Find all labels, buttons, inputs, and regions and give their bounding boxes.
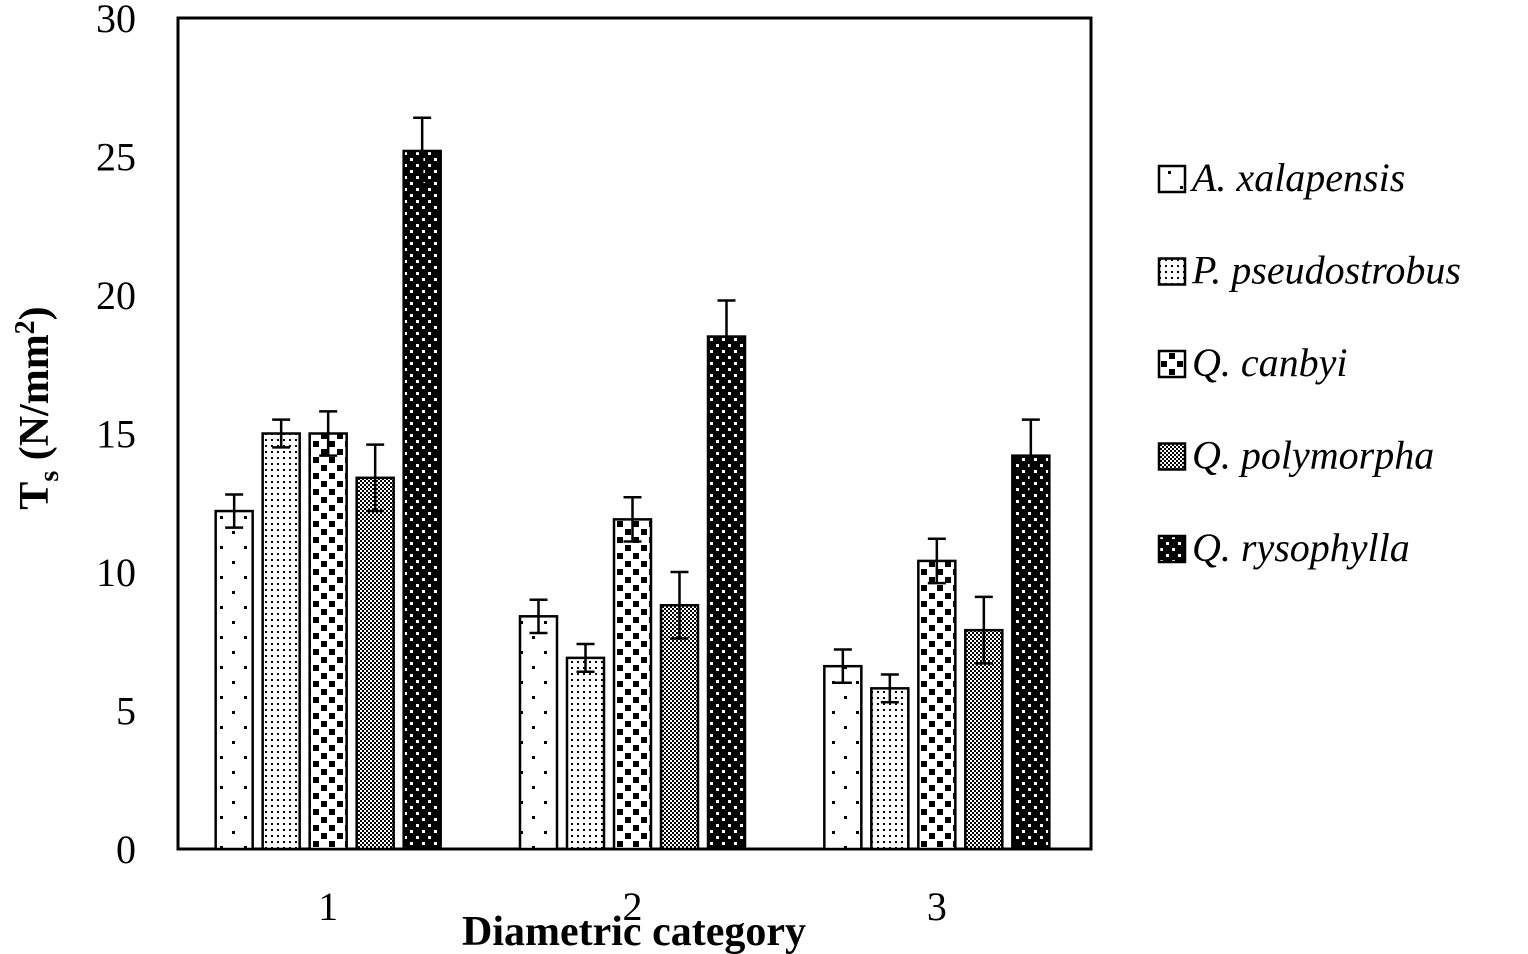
y-tick-label-5: 25	[96, 135, 136, 180]
x-tick-label-3: 3	[927, 884, 947, 929]
y-axis-title-main: T	[12, 482, 58, 510]
bar-2-0	[518, 615, 559, 851]
y-tick-label-1: 5	[116, 689, 136, 734]
bar-3-1	[870, 687, 910, 851]
x-axis-ticks: 1 2 3	[318, 884, 947, 929]
legend-swatch-4	[1157, 534, 1187, 564]
y-tick-label-6: 30	[96, 0, 136, 41]
y-axis-ticks: 0 5 10 15 20 25 30	[96, 0, 136, 872]
legend-label-3: Q. polymorpha	[1192, 433, 1434, 478]
legend-swatch-2	[1157, 349, 1187, 379]
bar-2-3	[659, 603, 700, 851]
legend: A. xalapensis P. pseudostrobus Q. canbyi Q.…	[1157, 155, 1461, 570]
y-tick-label-0: 0	[116, 827, 136, 872]
y-axis-title: Ts (N/mm2)	[10, 306, 65, 509]
bar-1-0	[214, 509, 254, 851]
y-axis-title-sup: 2	[10, 320, 41, 334]
y-axis-title-sub: s	[34, 471, 65, 482]
bar-1-2	[308, 432, 348, 851]
legend-label-1: P. pseudostrobus	[1191, 248, 1461, 293]
legend-swatch-1	[1157, 257, 1187, 286]
y-tick-label-2: 10	[96, 550, 136, 595]
bar-2-1	[565, 656, 606, 851]
bar-1-1	[261, 432, 301, 851]
legend-swatch-0	[1157, 164, 1187, 194]
legend-label-4: Q. rysophylla	[1192, 525, 1410, 570]
legend-label-0: A. xalapensis	[1189, 155, 1405, 200]
bar-3-2	[917, 559, 957, 851]
bar-1-4	[402, 149, 442, 851]
x-axis-title: Diametric category	[462, 909, 806, 954]
y-axis-title-unit: (N/mm	[12, 334, 58, 470]
legend-swatch-3	[1157, 442, 1187, 471]
y-tick-label-4: 20	[96, 273, 136, 318]
x-tick-label-1: 1	[318, 884, 338, 929]
bar-1-3	[355, 476, 395, 851]
y-tick-label-3: 15	[96, 412, 136, 457]
bars-group	[214, 116, 1051, 851]
y-axis-title-close: )	[12, 306, 58, 320]
bar-2-4	[706, 335, 747, 851]
bar-3-0	[823, 664, 863, 851]
bar-2-2	[612, 518, 653, 851]
x-tick-label-2: 2	[623, 884, 643, 929]
bar-3-3	[964, 628, 1004, 851]
legend-label-2: Q. canbyi	[1192, 340, 1348, 385]
bar-3-4	[1011, 454, 1051, 851]
